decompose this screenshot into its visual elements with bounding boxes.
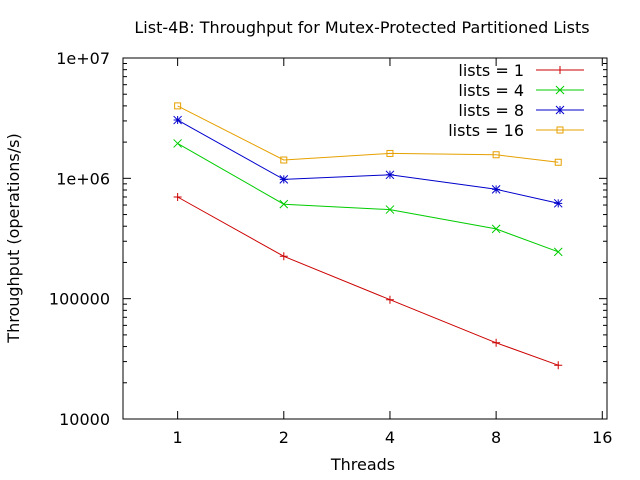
y-axis-label: Throughput (operations/s) — [4, 133, 23, 343]
series-line-4 — [177, 105, 559, 163]
axis-ticks: 1 2 4 8 16 10000 100000 1e+06 1e+07 — [49, 49, 613, 447]
data-point-2 — [385, 205, 395, 214]
x-tick-label: 16 — [592, 428, 612, 447]
x-axis-label: Threads — [330, 455, 395, 474]
chart-title: List-4B: Throughput for Mutex-Protected … — [134, 18, 589, 37]
data-point-2 — [491, 224, 501, 234]
data-point-4 — [386, 149, 394, 157]
legend-label: lists = 1 — [458, 61, 524, 80]
x-tick-label: 1 — [173, 428, 183, 447]
data-point-2 — [279, 199, 289, 209]
x-tick-label: 2 — [279, 428, 289, 447]
series-markers — [173, 102, 563, 370]
data-point-3 — [553, 198, 563, 208]
plot-frame — [122, 57, 608, 420]
data-point-4 — [280, 156, 288, 164]
data-point-1 — [173, 192, 182, 201]
data-point-3 — [279, 175, 289, 184]
data-point-1 — [279, 252, 288, 261]
legend-marker — [556, 126, 564, 134]
legend-marker — [556, 66, 564, 74]
data-point-1 — [554, 361, 563, 370]
y-tick-label: 1e+07 — [56, 49, 110, 68]
data-point-4 — [554, 158, 562, 166]
legend-marker — [555, 105, 565, 115]
data-point-3 — [491, 184, 501, 194]
legend-label: lists = 8 — [458, 101, 524, 120]
data-point-4 — [174, 102, 182, 110]
y-tick-label: 10000 — [59, 410, 110, 429]
y-tick-label: 1e+06 — [56, 169, 110, 188]
data-point-3 — [385, 170, 395, 180]
series-lines — [177, 105, 559, 366]
data-point-3 — [173, 115, 182, 125]
x-tick-label: 4 — [385, 428, 395, 447]
data-point-1 — [385, 295, 394, 304]
legend-label: lists = 4 — [458, 81, 524, 100]
x-tick-label: 8 — [491, 428, 501, 447]
legend-label: lists = 16 — [448, 121, 524, 140]
y-tick-label: 100000 — [49, 290, 110, 309]
legend-marker — [555, 85, 565, 95]
data-point-2 — [553, 247, 563, 257]
data-point-1 — [492, 338, 501, 347]
series-line-2 — [177, 142, 559, 253]
data-point-2 — [173, 139, 182, 148]
data-point-4 — [492, 151, 500, 159]
series-line-1 — [177, 196, 559, 366]
